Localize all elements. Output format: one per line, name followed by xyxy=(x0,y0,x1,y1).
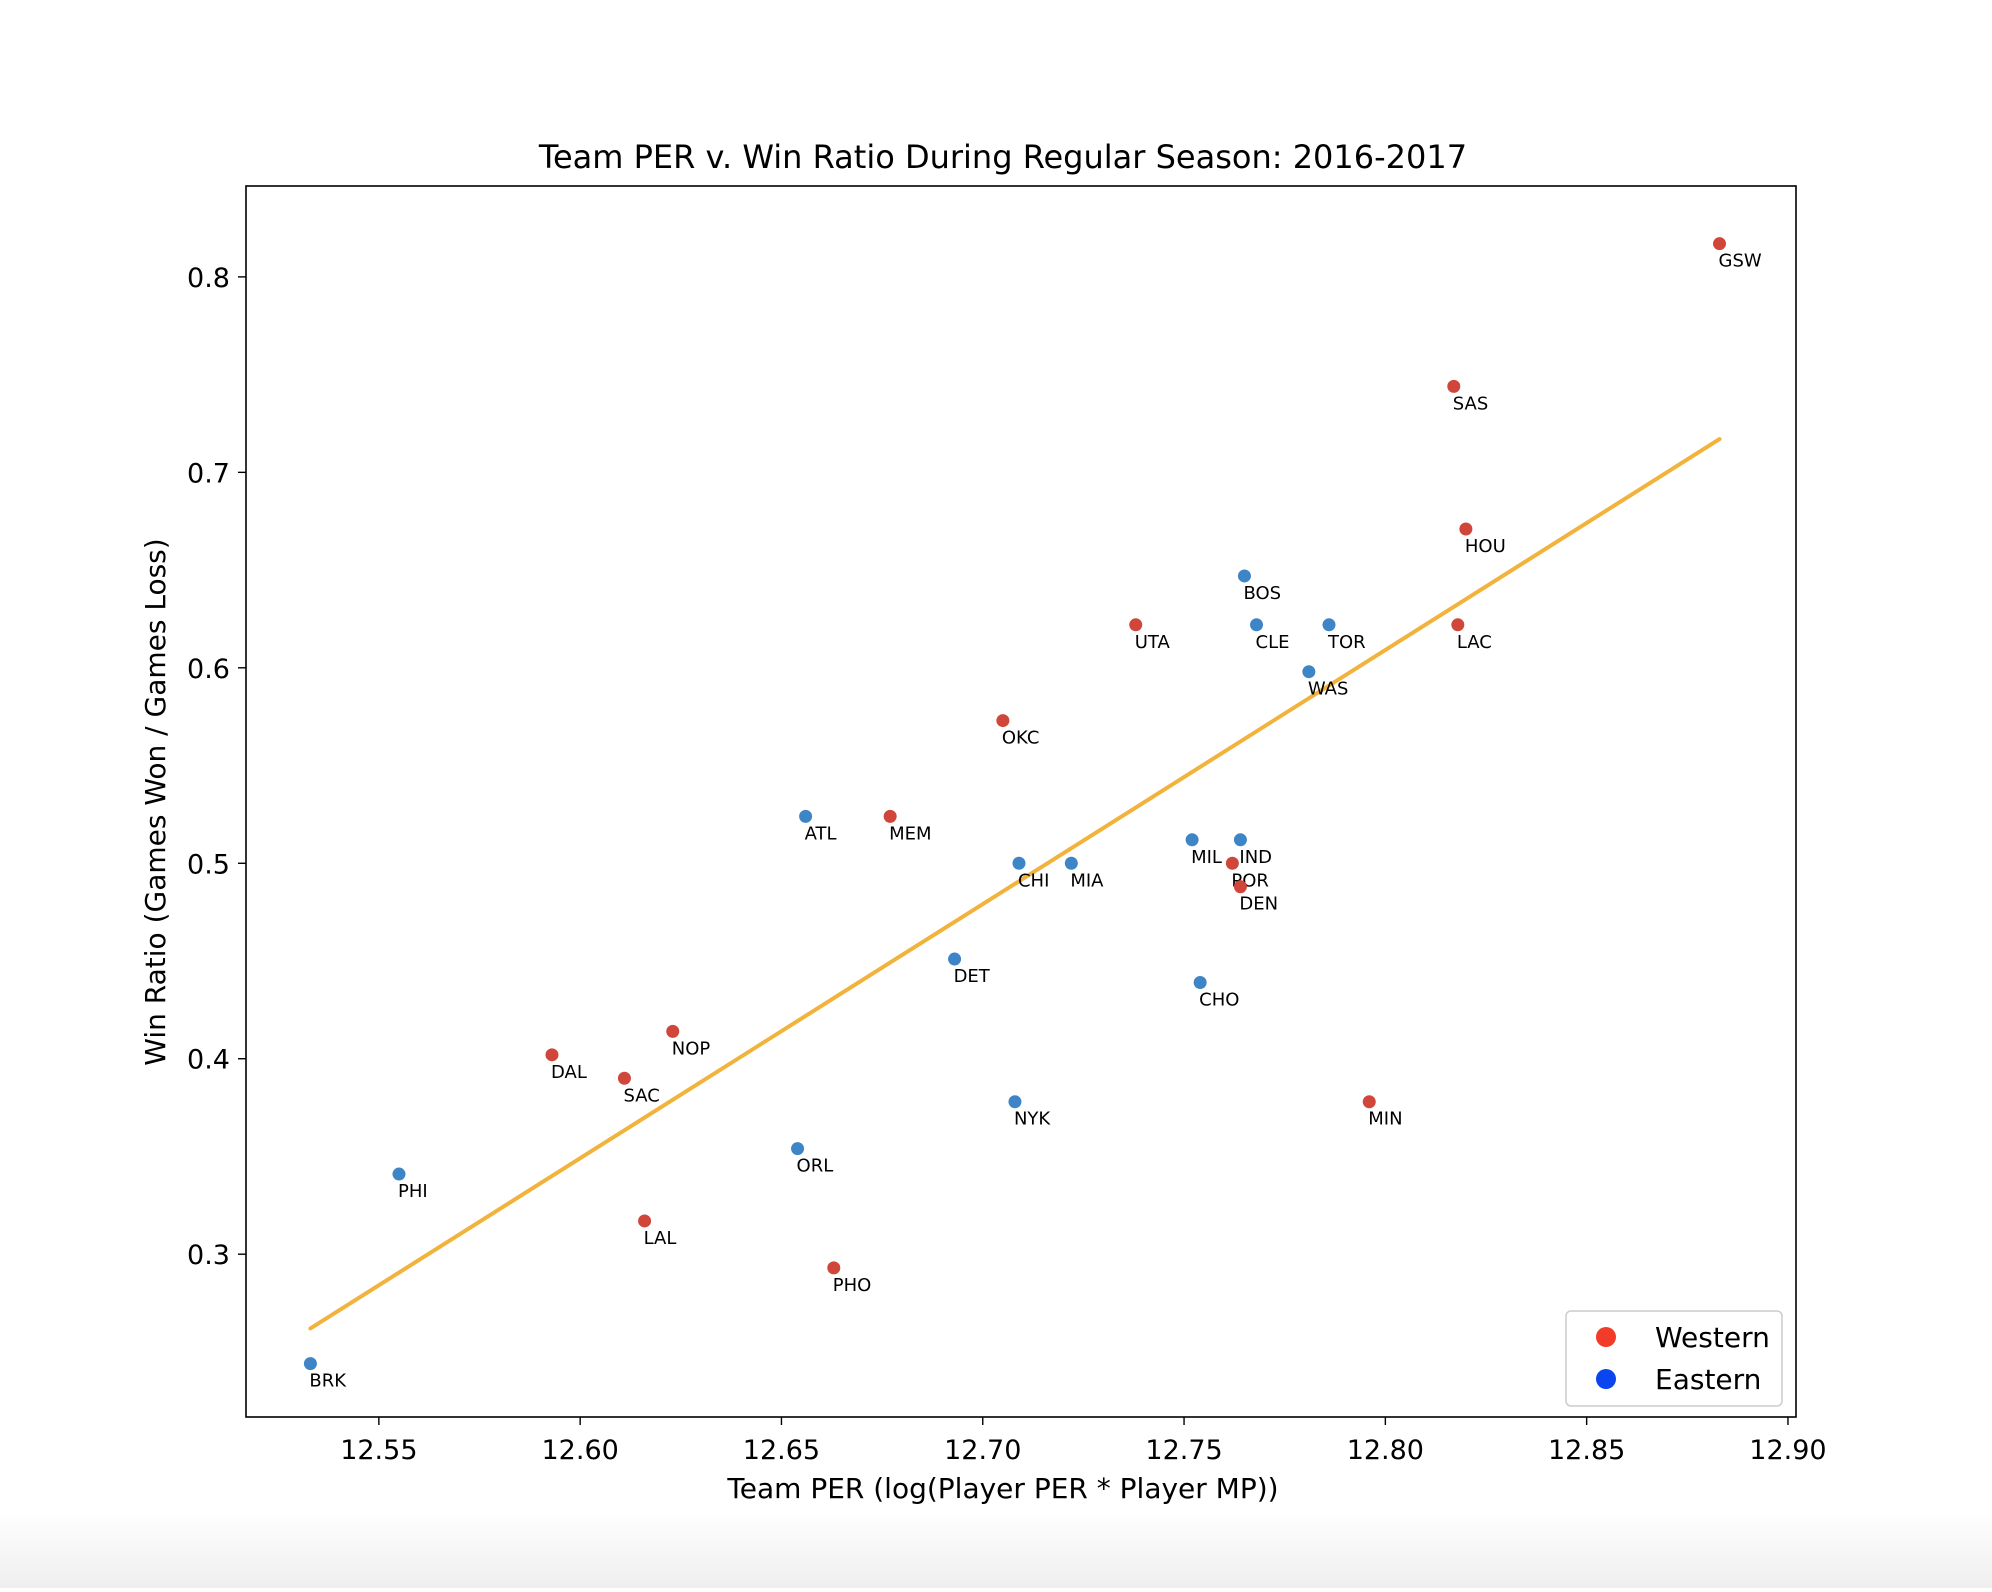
data-point-cho xyxy=(1193,975,1207,989)
data-point-den xyxy=(1233,880,1247,894)
point-label-brk: BRK xyxy=(309,1371,347,1392)
point-label-lac: LAC xyxy=(1457,632,1492,653)
point-label-mia: MIA xyxy=(1070,870,1104,891)
point-label-den: DEN xyxy=(1239,894,1278,915)
point-label-sas: SAS xyxy=(1453,393,1489,414)
legend: Western Eastern xyxy=(1565,1310,1783,1407)
point-label-mil: MIL xyxy=(1191,847,1222,868)
point-label-lal: LAL xyxy=(644,1228,677,1249)
data-point-bos xyxy=(1237,569,1251,583)
point-label-pho: PHO xyxy=(833,1275,872,1296)
point-label-nyk: NYK xyxy=(1014,1109,1051,1130)
x-tick-label: 12.90 xyxy=(1749,1435,1826,1466)
point-label-cho: CHO xyxy=(1199,989,1239,1010)
point-label-bos: BOS xyxy=(1243,583,1281,604)
data-point-atl xyxy=(799,809,813,823)
y-tick-label: 0.8 xyxy=(187,263,230,294)
data-point-chi xyxy=(1012,856,1026,870)
data-point-lac xyxy=(1451,618,1465,632)
data-point-hou xyxy=(1459,522,1473,536)
data-point-gsw xyxy=(1713,237,1727,251)
point-label-dal: DAL xyxy=(551,1062,587,1083)
point-label-min: MIN xyxy=(1368,1109,1402,1130)
x-tick-label: 12.65 xyxy=(743,1435,820,1466)
x-tick-label: 12.80 xyxy=(1347,1435,1424,1466)
data-point-tor xyxy=(1322,618,1336,632)
data-point-mem xyxy=(883,809,897,823)
legend-marker-eastern xyxy=(1596,1369,1616,1389)
data-point-sas xyxy=(1447,379,1461,393)
data-point-nyk xyxy=(1008,1095,1022,1109)
y-tick-label: 0.7 xyxy=(187,458,230,489)
data-point-nop xyxy=(666,1024,680,1038)
fit-line xyxy=(308,437,1722,1331)
chart-title: Team PER v. Win Ratio During Regular Sea… xyxy=(538,138,1467,176)
point-label-gsw: GSW xyxy=(1719,251,1762,272)
point-label-hou: HOU xyxy=(1465,536,1506,557)
data-point-lal xyxy=(638,1214,652,1228)
x-tick-label: 12.60 xyxy=(542,1435,619,1466)
data-point-pho xyxy=(827,1261,841,1275)
data-point-mia xyxy=(1064,856,1078,870)
data-point-ind xyxy=(1233,833,1247,847)
data-point-brk xyxy=(303,1357,317,1371)
point-label-tor: TOR xyxy=(1327,632,1366,653)
point-label-was: WAS xyxy=(1308,679,1349,700)
point-label-phi: PHI xyxy=(398,1181,428,1202)
legend-box xyxy=(1565,1310,1783,1407)
y-tick-label: 0.4 xyxy=(187,1045,230,1076)
point-label-nop: NOP xyxy=(672,1038,711,1059)
data-point-min xyxy=(1362,1095,1376,1109)
data-point-uta xyxy=(1129,618,1143,632)
data-point-dal xyxy=(545,1048,559,1062)
legend-label-western: Western xyxy=(1655,1321,1770,1354)
data-point-det xyxy=(948,952,962,966)
point-label-sac: SAC xyxy=(623,1085,659,1106)
x-tick-label: 12.70 xyxy=(944,1435,1021,1466)
y-tick-label: 0.6 xyxy=(187,654,230,685)
point-label-ind: IND xyxy=(1239,847,1272,868)
point-label-uta: UTA xyxy=(1135,632,1171,653)
point-label-chi: CHI xyxy=(1018,870,1049,891)
data-point-sac xyxy=(617,1071,631,1085)
data-point-cle xyxy=(1250,618,1264,632)
x-axis-label: Team PER (log(Player PER * Player MP)) xyxy=(726,1472,1278,1505)
legend-marker-western xyxy=(1596,1327,1616,1347)
point-label-orl: ORL xyxy=(797,1156,834,1177)
plot-area: 12.55 12.60 12.65 12.70 12.75 12.80 12.85 12.90… xyxy=(187,185,1827,1466)
point-label-atl: ATL xyxy=(805,823,837,844)
legend-label-eastern: Eastern xyxy=(1655,1363,1761,1396)
point-label-mem: MEM xyxy=(889,823,931,844)
x-tick-label: 12.55 xyxy=(340,1435,417,1466)
data-point-okc xyxy=(996,714,1010,728)
point-label-okc: OKC xyxy=(1002,728,1040,749)
y-axis-label: Win Ratio (Games Won / Games Loss) xyxy=(139,538,172,1065)
y-tick-label: 0.5 xyxy=(187,849,230,880)
x-tick-label: 12.75 xyxy=(1145,1435,1222,1466)
point-label-det: DET xyxy=(954,966,991,987)
data-point-was xyxy=(1302,665,1316,679)
data-point-orl xyxy=(791,1142,805,1156)
point-label-cle: CLE xyxy=(1256,632,1290,653)
data-point-por xyxy=(1225,856,1239,870)
data-point-mil xyxy=(1185,833,1199,847)
data-point-phi xyxy=(392,1167,406,1181)
y-tick-label: 0.3 xyxy=(187,1240,230,1271)
x-tick-label: 12.85 xyxy=(1548,1435,1625,1466)
plot-frame xyxy=(245,185,1797,1418)
